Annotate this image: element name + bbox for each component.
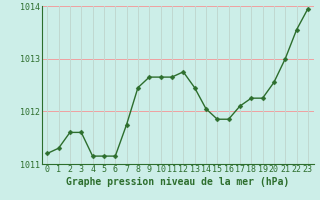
X-axis label: Graphe pression niveau de la mer (hPa): Graphe pression niveau de la mer (hPa) xyxy=(66,177,289,187)
